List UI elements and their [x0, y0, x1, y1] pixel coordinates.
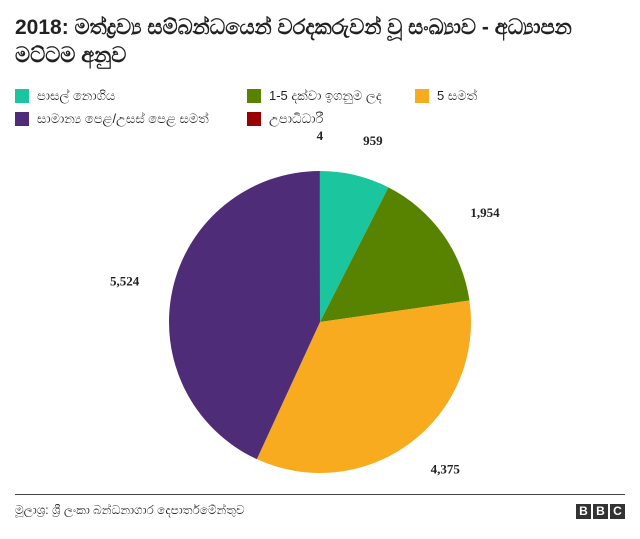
- legend-label: 5 සමත්: [437, 88, 478, 103]
- legend-swatch: [247, 89, 261, 103]
- pie-slice: [320, 171, 389, 322]
- legend-swatch: [15, 112, 29, 126]
- legend-swatch: [415, 89, 429, 103]
- legend-swatch: [247, 112, 261, 126]
- data-label: 5,524: [110, 274, 140, 289]
- footer: මූලාශ්‍ර: ශ්‍රී ලංකා බන්ධනාගාර දෙපාර්තමේ…: [15, 494, 625, 519]
- legend-item: සාමාන්‍ය පෙළ/උසස් පෙළ සමත්: [15, 111, 209, 127]
- data-label: 4: [317, 128, 324, 143]
- logo-letter: C: [610, 504, 625, 519]
- legend-label: සාමාන්‍ය පෙළ/උසස් පෙළ සමත්: [37, 111, 209, 126]
- legend-item: 5 සමත්: [415, 88, 477, 104]
- data-label: 1,954: [470, 205, 500, 220]
- legend-label: 1-5 දක්වා ඉගනුම ලද: [269, 88, 382, 103]
- legend-swatch: [15, 89, 29, 103]
- legend-item: උපාධිධාරී: [247, 111, 323, 127]
- logo-letter: B: [593, 504, 608, 519]
- legend-label: පාසල් නොගිය: [37, 88, 116, 103]
- data-label: 4,375: [431, 461, 461, 476]
- pie-slice: [168, 171, 320, 460]
- chart-title: 2018: මත්ද්‍රව්‍ය සම්බන්ධයෙන් වරදකරුවන් …: [15, 16, 572, 67]
- chart: 959 1,954 4,375 5,524 4: [110, 128, 500, 476]
- legend-item: 1-5 දක්වා ඉගනුම ලද: [247, 88, 382, 104]
- source: මූලාශ්‍ර: ශ්‍රී ලංකා බන්ධනාගාර දෙපාර්තමේ…: [15, 503, 245, 517]
- legend-item: පාසල් නොගිය: [15, 88, 115, 104]
- data-label: 959: [363, 133, 383, 148]
- logo-letter: B: [576, 504, 591, 519]
- pie-slice: [320, 187, 470, 322]
- legend-label: උපාධිධාරී: [269, 111, 324, 126]
- pie-slice: [256, 300, 471, 473]
